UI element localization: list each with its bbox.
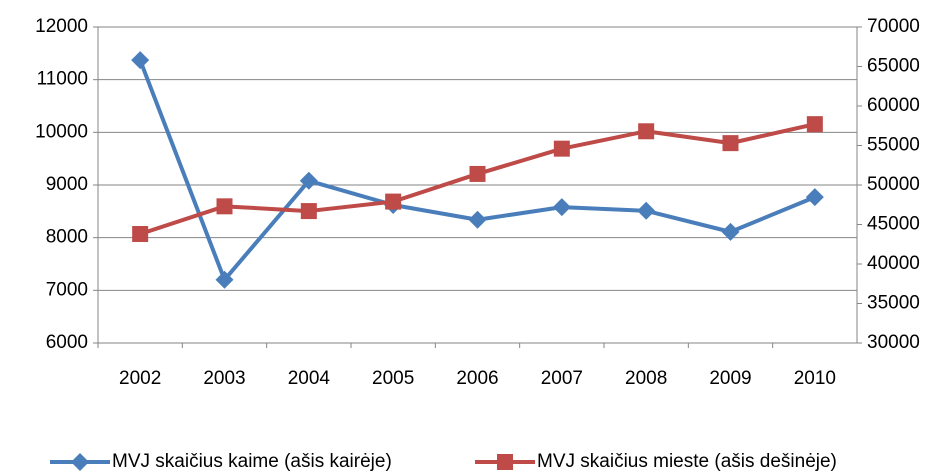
point xyxy=(721,222,740,241)
y2-tick-label: 50000 xyxy=(867,174,920,195)
point xyxy=(299,171,318,190)
point xyxy=(552,198,571,217)
y2-tick-label: 55000 xyxy=(867,135,920,156)
y2-tick-label: 40000 xyxy=(867,253,920,274)
y-tick-label: 8000 xyxy=(46,227,88,248)
y2-tick-label: 70000 xyxy=(867,16,920,37)
point xyxy=(637,201,656,220)
point xyxy=(806,116,823,133)
x-tick-label: 2002 xyxy=(119,368,161,389)
point xyxy=(805,188,824,207)
y-tick-label: 10000 xyxy=(35,121,88,142)
y-tick-label: 7000 xyxy=(46,279,88,300)
point xyxy=(553,140,570,157)
x-tick-label: 2007 xyxy=(541,368,583,389)
legend-marker xyxy=(497,454,513,470)
point xyxy=(216,198,233,215)
legend-label: MVJ skaičius kaime (ašis kairėje) xyxy=(112,451,392,472)
point xyxy=(385,193,402,210)
legend-label: MVJ skaičius mieste (ašis dešinėje) xyxy=(537,451,837,472)
y-tick-label: 9000 xyxy=(46,174,88,195)
point xyxy=(300,203,317,220)
x-tick-label: 2010 xyxy=(794,368,836,389)
y2-tick-label: 65000 xyxy=(867,56,920,77)
point xyxy=(132,225,149,242)
y-tick-label: 11000 xyxy=(37,69,88,90)
point xyxy=(131,51,150,70)
y2-tick-label: 45000 xyxy=(867,214,920,235)
y2-tick-label: 60000 xyxy=(867,95,920,116)
y2-tick-label: 35000 xyxy=(867,293,920,314)
y2-tick-label: 30000 xyxy=(867,332,920,353)
x-tick-label: 2003 xyxy=(203,368,245,389)
y-tick-label: 6000 xyxy=(46,332,88,353)
x-tick-label: 2008 xyxy=(625,368,667,389)
x-tick-label: 2006 xyxy=(456,368,498,389)
x-tick-label: 2004 xyxy=(288,368,331,389)
point xyxy=(638,123,655,140)
x-tick-label: 2005 xyxy=(372,368,414,389)
x-tick-label: 2009 xyxy=(709,368,751,389)
point xyxy=(469,165,486,182)
y-tick-label: 12000 xyxy=(35,16,88,37)
point xyxy=(468,210,487,229)
point xyxy=(722,135,739,152)
point xyxy=(215,270,234,289)
legend-marker xyxy=(71,453,89,471)
